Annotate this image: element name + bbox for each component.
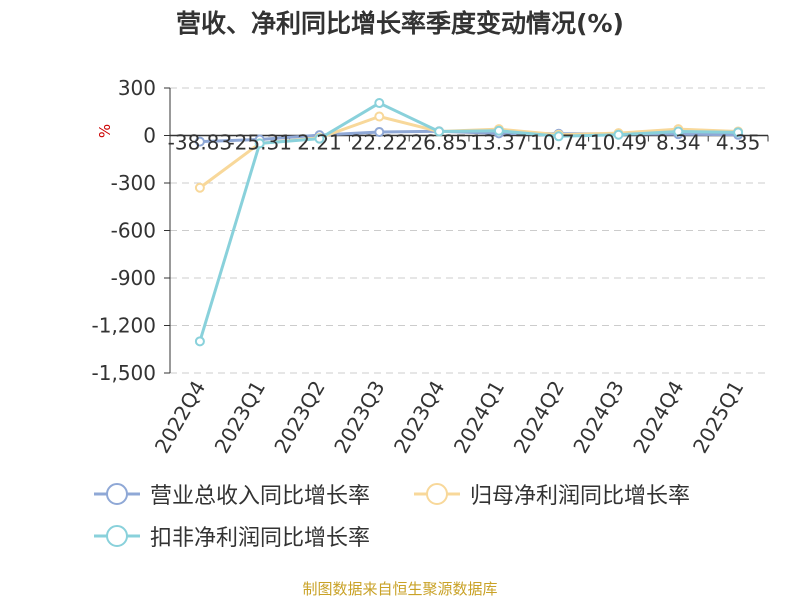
y-tick-label: 0 — [143, 124, 156, 148]
data-label-revenue: 13.37 — [470, 131, 527, 155]
x-tick-label: 2024Q4 — [628, 377, 688, 458]
data-label-revenue: 10.74 — [530, 131, 587, 155]
data-point-net_profit_deducted — [254, 138, 265, 149]
x-tick-label: 2024Q1 — [449, 377, 509, 458]
series-line-net_profit_deducted — [198, 101, 739, 342]
y-tick-label: 300 — [118, 76, 156, 100]
data-label-revenue: 4.35 — [716, 131, 761, 155]
data-point-net_profit_deducted — [374, 98, 385, 109]
legend-item-revenue[interactable]: 营业总收入同比增长率 — [92, 478, 370, 510]
chart-title: 营收、净利同比增长率季度变动情况(%) — [176, 9, 624, 38]
data-point-net_profit_deducted — [673, 126, 684, 137]
y-tick-label: -600 — [111, 219, 156, 243]
legend-label-net-profit-deducted: 扣非净利润同比增长率 — [150, 526, 371, 551]
legend-net-profit-icon — [414, 483, 460, 505]
data-source-note: 制图数据来自恒生聚源数据库 — [302, 580, 498, 598]
data-label-revenue: -25.31 — [227, 131, 291, 155]
data-point-net_profit_deducted — [733, 127, 744, 138]
data-label-revenue: 26.85 — [410, 131, 467, 155]
data-point-net_profit_deducted — [553, 131, 564, 142]
data-label-revenue: -38.83 — [168, 131, 232, 155]
legend-item-net-profit-deducted[interactable]: 扣非净利润同比增长率 — [92, 520, 370, 552]
data-point-net_profit_deducted — [613, 129, 624, 140]
y-tick-label: -1,200 — [92, 314, 156, 338]
series-layer — [194, 98, 744, 347]
legend-item-net-profit[interactable]: 归母净利润同比增长率 — [412, 478, 690, 510]
data-label-layer: -38.83-25.31 2.21 22.22 26.85 13.37 10.74 10.4… — [168, 131, 761, 155]
data-point-net_profit_deducted — [434, 126, 445, 137]
x-tick-label: 2024Q3 — [568, 377, 628, 458]
data-point-net_profit — [194, 182, 205, 193]
x-tick-label: 2023Q2 — [269, 377, 329, 458]
data-point-net_profit_deducted — [314, 133, 325, 144]
data-point-revenue — [374, 126, 385, 137]
y-tick-label: -1,500 — [92, 361, 156, 385]
legend-label-net-profit: 归母净利润同比增长率 — [470, 484, 691, 509]
legend-revenue-icon — [94, 483, 140, 505]
x-tick-label: 2023Q4 — [389, 376, 449, 457]
grid-layer — [170, 87, 768, 374]
x-tick-label: 2023Q3 — [329, 377, 389, 458]
data-label-revenue: 2.21 — [297, 131, 342, 155]
data-point-net_profit — [374, 111, 385, 122]
legend-net-profit-deducted-icon — [94, 525, 140, 547]
legend-label-revenue: 营业总收入同比增长率 — [150, 484, 371, 509]
y-axis-unit-label: % — [96, 124, 114, 138]
data-label-revenue: 22.22 — [351, 131, 408, 155]
x-tick-label: 2023Q1 — [210, 377, 270, 458]
data-point-net_profit_deducted — [194, 336, 205, 347]
x-tick-label: 2025Q1 — [688, 377, 748, 458]
x-tick-label: 2024Q2 — [509, 377, 569, 458]
y-tick-label: -900 — [111, 266, 156, 290]
data-point-net_profit_deducted — [493, 125, 504, 136]
data-label-revenue: 8.34 — [656, 131, 701, 155]
x-tick-label: 2022Q4 — [150, 377, 210, 458]
y-tick-label: -300 — [111, 171, 156, 195]
data-point-revenue — [194, 136, 205, 147]
data-label-revenue: 10.49 — [590, 131, 647, 155]
